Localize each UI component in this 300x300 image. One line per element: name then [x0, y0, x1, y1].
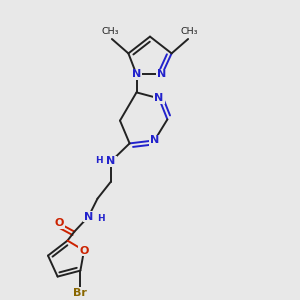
Text: N: N [132, 69, 141, 80]
Text: H: H [97, 214, 104, 223]
Text: N: N [158, 69, 166, 80]
Text: CH₃: CH₃ [181, 27, 198, 36]
Text: N: N [154, 93, 164, 103]
Text: N: N [106, 156, 116, 167]
Text: N: N [84, 212, 93, 222]
Text: Br: Br [74, 287, 87, 298]
Text: O: O [79, 245, 89, 256]
Text: H: H [95, 156, 103, 165]
Text: O: O [55, 218, 64, 229]
Text: CH₃: CH₃ [102, 27, 119, 36]
Text: N: N [150, 135, 159, 146]
